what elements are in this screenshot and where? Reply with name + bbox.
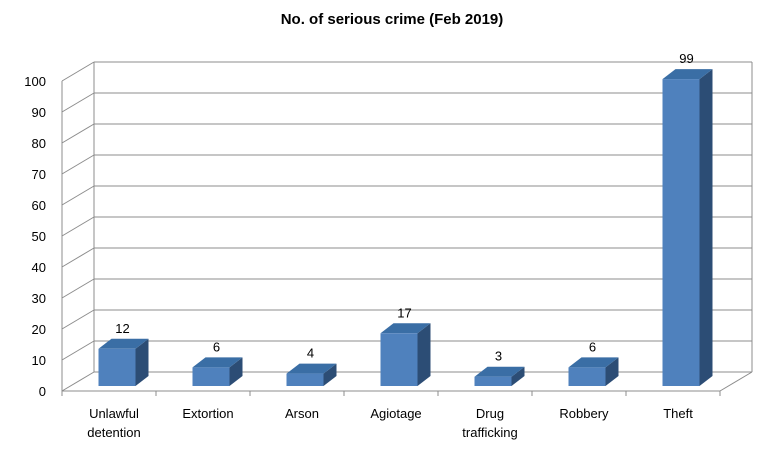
data-label: 3 [495,349,502,364]
x-tick-label: Theft [663,406,693,421]
side-gridline [61,216,95,237]
y-tick-label: 10 [32,353,46,368]
bar-side [135,338,149,386]
side-gridline [61,340,95,361]
side-gridline [61,154,95,175]
data-label: 12 [115,321,129,336]
data-label: 6 [213,339,220,354]
bar-top [662,69,713,80]
y-tick-label: 100 [24,74,46,89]
bar [192,367,230,386]
y-tick-label: 20 [32,322,46,337]
side-gridline [61,92,95,113]
bars [98,69,713,386]
y-tick-label: 60 [32,198,46,213]
x-tick-label: Arson [285,406,319,421]
bar-side [323,363,337,386]
bar-top [568,357,619,368]
side-gridline [61,371,95,392]
y-tick-label: 0 [39,384,46,399]
y-tick-label: 30 [32,291,46,306]
bar-side [417,323,431,386]
bar [286,373,324,386]
y-tick-label: 80 [32,136,46,151]
y-tick-label: 40 [32,260,46,275]
floor-right-edge [719,371,753,392]
axes [61,62,753,396]
bar [474,376,512,386]
bar-top [474,366,525,377]
bar-side [511,366,525,386]
y-tick-label: 70 [32,167,46,182]
data-label: 6 [589,339,596,354]
bar-side [605,357,619,386]
side-gridline [61,247,95,268]
data-label: 4 [307,346,314,361]
bar [568,367,606,386]
bar [662,79,700,386]
side-gridline [61,309,95,330]
side-gridline [61,123,95,144]
y-tick-label: 90 [32,105,46,120]
bar [380,333,418,386]
bar-top [286,363,337,374]
labels: 0 10 20 30 40 50 60 70 80 90 100 12 Unlawful detentio… [24,51,693,440]
x-tick-label: Drug trafficking [462,406,517,440]
data-label: 17 [397,305,411,320]
bar-top [98,338,149,349]
x-tick-label: Robbery [559,406,609,421]
bar-top [192,357,243,368]
bar-top [380,323,431,334]
side-gridline [61,185,95,206]
side-gridline [61,61,95,82]
grid [61,61,752,392]
bar [98,348,136,386]
x-tick-label: Extortion [182,406,233,421]
x-tick-label: Agiotage [370,406,421,421]
side-gridline [61,278,95,299]
bar-side [229,357,243,386]
chart-title: No. of serious crime (Feb 2019) [281,11,504,28]
bar-side [699,69,713,386]
data-label: 99 [679,51,693,66]
y-tick-label: 50 [32,229,46,244]
x-tick-label: Unlawful detention [87,406,141,440]
